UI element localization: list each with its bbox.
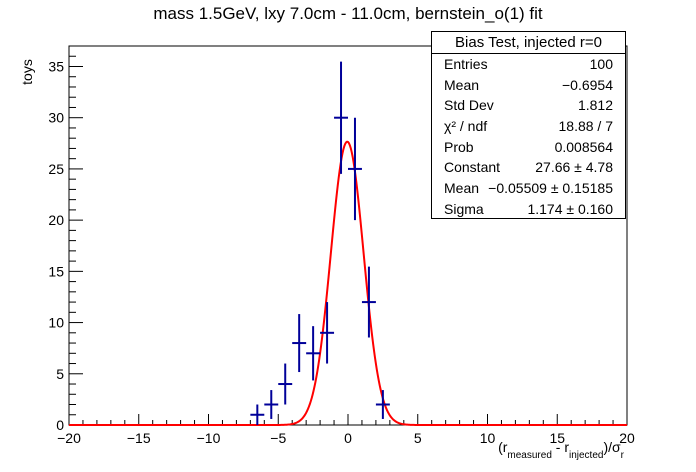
y-tick-label: 35 [48,58,64,74]
x-label-mid: - r [552,439,569,455]
stats-row: Mean −0.05509 ± 0.15185 [432,178,625,199]
x-label-open: (r [498,439,508,455]
data-point [264,390,279,419]
stats-row: Std Dev 1.812 [432,95,625,116]
data-point [278,363,293,405]
data-point [250,404,265,425]
x-axis-label: (rmeasured - rinjected)/σr [498,439,625,461]
data-point [292,314,307,373]
stats-key: Prob [444,138,474,155]
x-axis: −20 −15 −10 −5 0 5 10 15 20 [57,414,635,446]
stats-key: Mean [444,180,480,197]
y-tick-label: 30 [48,110,64,126]
fit-curve [69,140,627,426]
x-tick-label: −10 [197,430,221,446]
stats-value: 1.812 [577,97,613,114]
data-point [361,266,376,338]
stats-value: 0.008564 [554,138,613,155]
stats-key: χ² / ndf [444,118,488,135]
stats-row: χ² / ndf 18.88 / 7 [432,116,625,137]
y-tick-label: 10 [48,315,64,331]
stats-row: Sigma 1.174 ± 0.160 [432,199,625,220]
stats-value: −0.6954 [562,76,613,93]
stats-box-title: Bias Test, injected r=0 [432,32,625,54]
data-point [320,302,335,364]
chart-title: mass 1.5GeV, lxy 7.0cm - 11.0cm, bernste… [153,4,543,23]
data-point [334,61,348,174]
x-tick-label: 15 [549,430,565,446]
x-tick-label: 20 [619,430,635,446]
data-point [306,326,321,381]
stats-row: Prob 0.008564 [432,137,625,158]
stats-key: Entries [444,56,488,72]
y-tick-label: 25 [48,161,64,177]
data-point [375,390,390,419]
y-tick-label: 5 [56,366,64,382]
x-tick-label: 0 [344,430,352,446]
stats-row: Entries 100 [432,54,625,75]
y-axis: 0 5 10 15 20 25 30 35 [48,45,83,433]
stats-key: Std Dev [444,97,494,114]
stats-key: Mean [444,76,480,93]
stats-value: 1.174 ± 0.160 [527,200,613,217]
x-tick-label: 5 [414,430,422,446]
stats-value: 100 [589,56,613,72]
x-tick-label: −15 [127,430,151,446]
stats-value: 27.66 ± 4.78 [535,159,613,176]
stats-value: 18.88 / 7 [558,118,614,135]
data-points [250,61,390,425]
stats-key: Constant [444,159,501,176]
x-label-sub-r: r [621,450,625,461]
stats-value: −0.05509 ± 0.15185 [488,180,613,197]
data-point [348,117,362,221]
x-tick-label: 10 [480,430,496,446]
y-axis-label: toys [19,59,35,85]
stats-box: Bias Test, injected r=0 Entries 100 Mean −0… [431,31,626,219]
x-label-close: )/σ [603,439,621,455]
y-tick-label: 0 [56,417,64,433]
stats-rows: Entries 100 Mean −0.6954 Std Dev 1.812 χ² / nd… [432,54,625,220]
x-tick-label: −5 [270,430,286,446]
stats-row: Mean −0.6954 [432,75,625,96]
x-label-sub-injected: injected [569,450,603,461]
stats-key: Sigma [444,200,484,217]
x-tick-label: −20 [57,430,81,446]
stats-row: Constant 27.66 ± 4.78 [432,157,625,178]
fit-curve-group [69,140,627,426]
x-label-sub-measured: measured [507,450,551,461]
y-tick-label: 15 [48,263,64,279]
y-tick-label: 20 [48,212,64,228]
